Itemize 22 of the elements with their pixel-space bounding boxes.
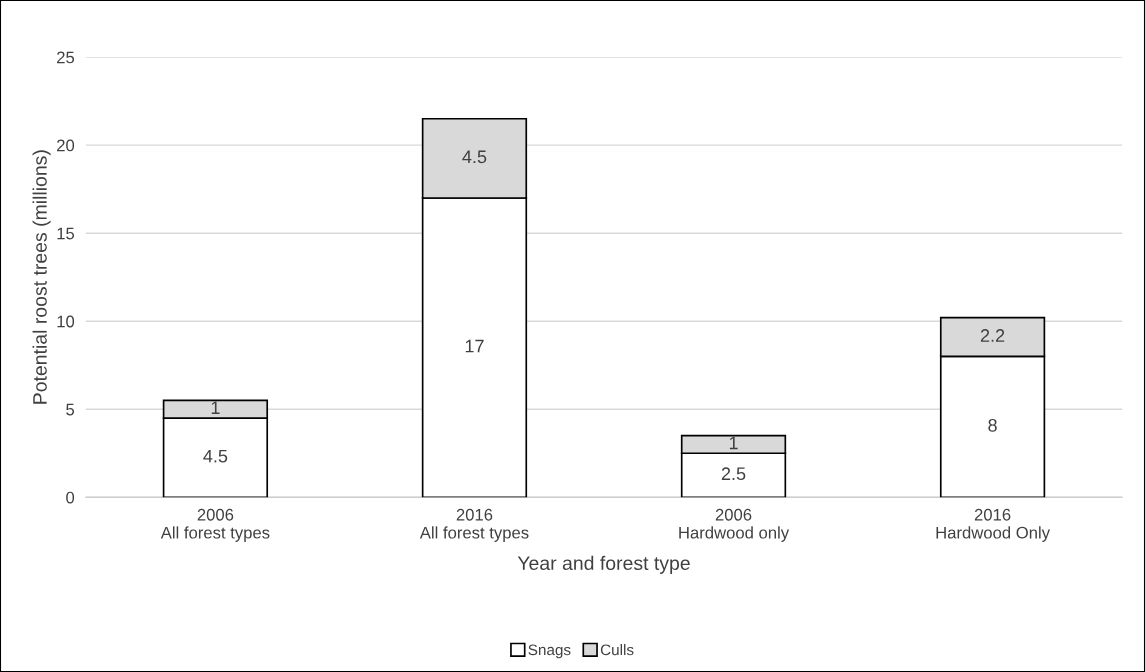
y-tick-label: 15 [57, 227, 75, 240]
data-label: 2.2 [980, 329, 1005, 342]
x-tick-label: 2006 All forest types [160, 508, 270, 542]
x-tick-label: 2016 Hardwood Only [936, 508, 1050, 542]
data-label: 8 [988, 418, 997, 432]
legend-label: Snags [528, 644, 571, 659]
y-tick-label: 0 [66, 491, 75, 504]
y-tick-label: 5 [66, 403, 75, 416]
y-axis-title: Potential roost trees (millions) [32, 150, 51, 404]
data-label: 1 [211, 401, 220, 414]
data-label: 4.5 [462, 150, 487, 164]
y-tick-label: 25 [57, 51, 75, 64]
data-label: 4.5 [203, 449, 228, 463]
data-label: 2.5 [721, 467, 746, 481]
y-tick-label: 10 [57, 315, 75, 328]
x-axis-title: Year and forest type [517, 555, 690, 574]
data-label: 1 [729, 436, 738, 450]
legend-label: Culls [600, 644, 634, 656]
y-tick-label: 20 [57, 139, 75, 152]
data-label: 17 [465, 339, 484, 353]
x-tick-label: 2016 All forest types [419, 508, 529, 542]
x-tick-label: 2006 Hardwood only [679, 508, 790, 542]
